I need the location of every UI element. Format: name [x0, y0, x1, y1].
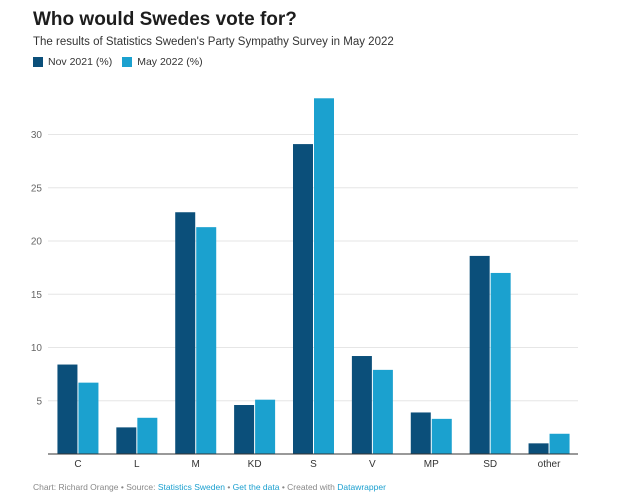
bar-m-nov	[175, 212, 196, 454]
y-tick-label-30: 30	[31, 130, 43, 141]
bar-other-nov	[528, 443, 549, 454]
x-tick-label-m: M	[192, 459, 200, 470]
y-tick-label-20: 20	[31, 237, 43, 248]
bar-kd-may	[255, 399, 276, 454]
x-tick-label-kd: KD	[248, 459, 262, 470]
y-tick-label-15: 15	[31, 290, 43, 301]
bar-l-nov	[116, 427, 137, 454]
legend-item-may[interactable]: May 2022 (%)	[122, 56, 203, 68]
bar-sd-nov	[469, 255, 490, 454]
x-tick-label-mp: MP	[424, 459, 439, 470]
bar-l-may	[137, 417, 158, 454]
bar-c-may	[78, 382, 99, 454]
chart-subtitle: The results of Statistics Sweden's Party…	[33, 36, 394, 48]
bar-v-may	[372, 369, 393, 454]
bar-s-may	[314, 98, 334, 454]
bar-chart: 5 10 15 20 25 30 C L M KD S V MP SD other	[31, 98, 578, 470]
bar-c-nov	[57, 364, 78, 454]
y-tick-label-5: 5	[36, 396, 42, 407]
y-tick-label-10: 10	[31, 343, 43, 354]
bar-mp-nov	[410, 412, 431, 454]
bar-s-nov	[293, 144, 313, 454]
bar-mp-may	[431, 418, 452, 454]
bar-sd-may	[490, 272, 511, 454]
legend-swatch-may	[122, 57, 133, 67]
x-tick-label-s: S	[310, 459, 317, 470]
bar-kd-nov	[234, 405, 255, 454]
x-tick-label-l: L	[134, 459, 140, 470]
bar-v-nov	[351, 356, 372, 454]
footer-sep: •	[224, 482, 233, 492]
chart-footer: Chart: Richard Orange • Source: Statisti…	[33, 482, 386, 492]
get-data-link[interactable]: Get the data	[232, 482, 280, 492]
legend-item-nov[interactable]: Nov 2021 (%)	[33, 56, 112, 68]
x-tick-label-v: V	[369, 459, 376, 470]
legend: Nov 2021 (%) May 2022 (%)	[33, 56, 203, 68]
legend-label-nov: Nov 2021 (%)	[48, 56, 113, 68]
legend-label-may: May 2022 (%)	[137, 56, 203, 68]
x-tick-label-c: C	[74, 459, 81, 470]
y-tick-label-25: 25	[31, 183, 43, 194]
chart-title: Who would Swedes vote for?	[33, 9, 297, 30]
x-tick-label-sd: SD	[483, 459, 497, 470]
x-tick-label-other: other	[538, 459, 561, 470]
source-link[interactable]: Statistics Sweden	[157, 482, 225, 492]
bar-other-may	[549, 433, 570, 454]
datawrapper-link[interactable]: Datawrapper	[337, 482, 386, 492]
footer-credit: Chart: Richard Orange • Source:	[33, 482, 158, 492]
bar-m-may	[196, 227, 217, 454]
footer-created: • Created with	[279, 482, 338, 492]
legend-swatch-nov	[33, 57, 43, 67]
